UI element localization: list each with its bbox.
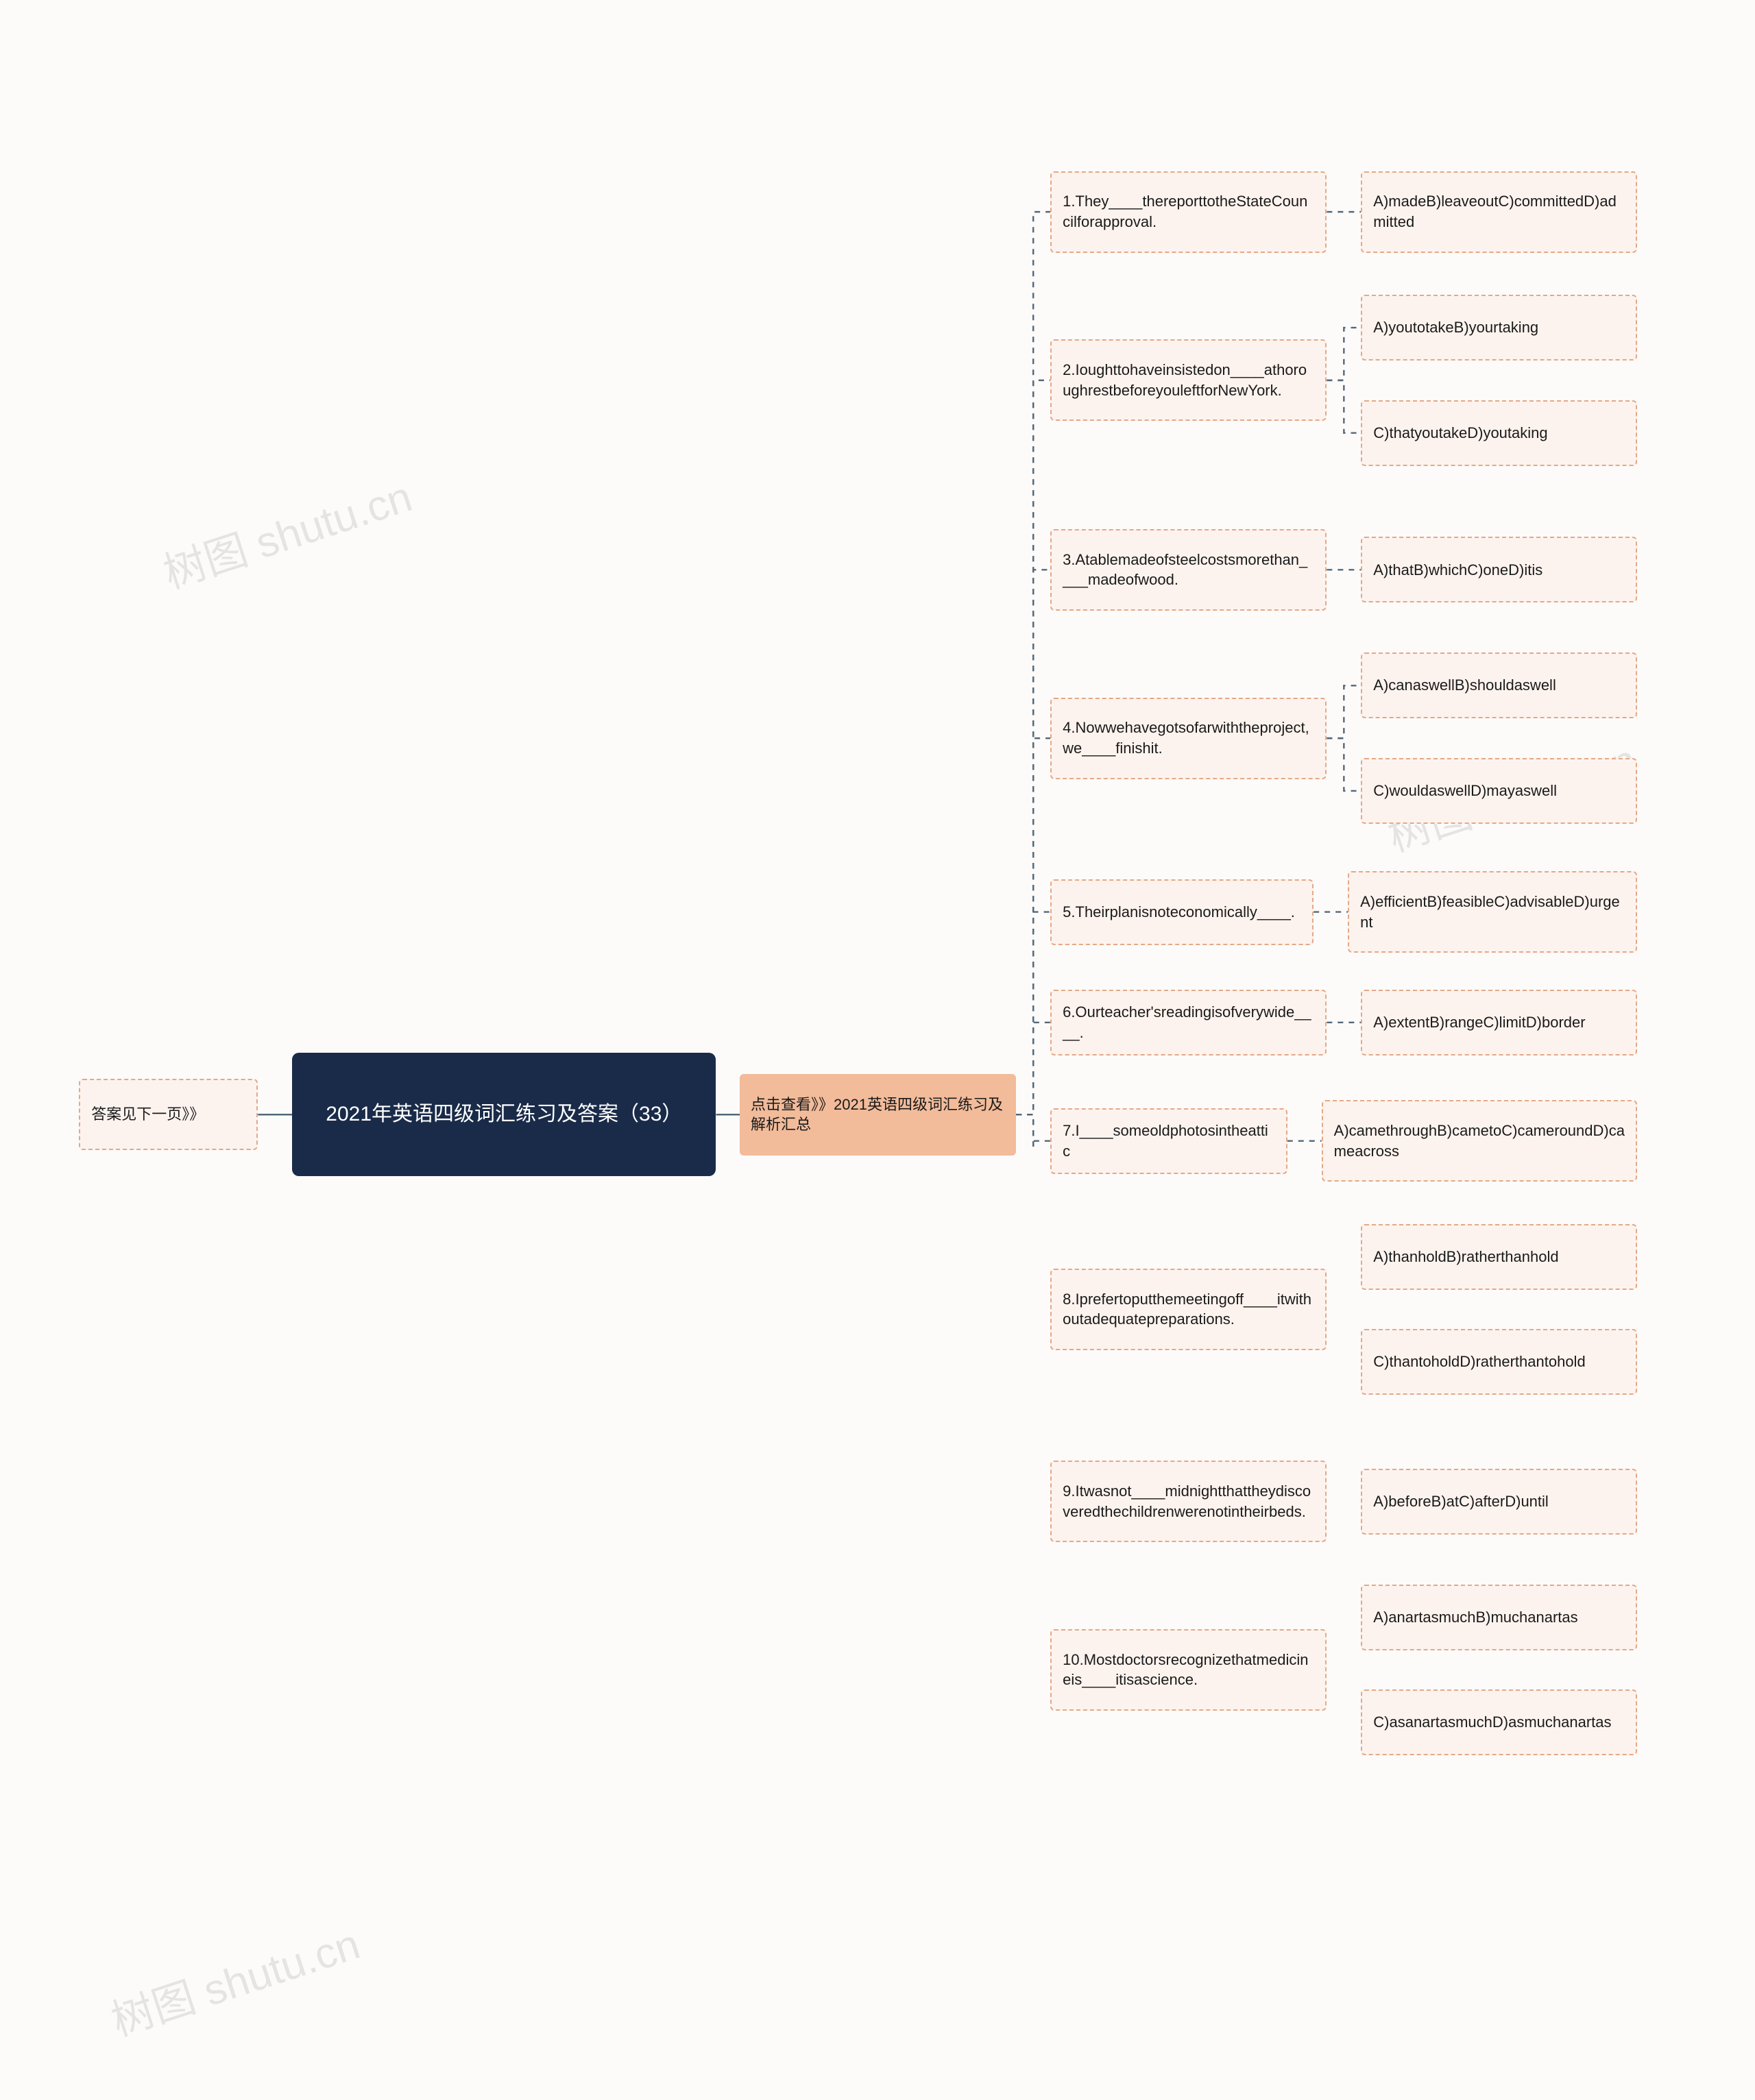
summary-link: 点击查看》》2021英语四级词汇练习及解析汇总 <box>740 1074 1016 1156</box>
question-1: 1.They____thereporttotheStateCouncilfora… <box>1050 171 1327 253</box>
answer-next-page-label: 答案见下一页》》 <box>91 1104 204 1125</box>
question-1-answer-1-label: A)madeB)leaveoutC)committedD)admitted <box>1373 191 1625 232</box>
summary-link-label: 点击查看》》2021英语四级词汇练习及解析汇总 <box>751 1095 1005 1135</box>
question-10-label: 10.Mostdoctorsrecognizethatmedicineis___… <box>1063 1650 1314 1690</box>
question-7-answer-1: A)camethroughB)cametoC)cameroundD)cameac… <box>1322 1100 1638 1182</box>
question-9-label: 9.Itwasnot____midnightthattheydiscovered… <box>1063 1481 1314 1522</box>
question-3-answer-1: A)thatB)whichC)oneD)itis <box>1361 537 1637 602</box>
question-5: 5.Theirplanisnoteconomically____. <box>1050 879 1314 945</box>
question-4-label: 4.Nowwehavegotsofarwiththeproject,we____… <box>1063 718 1314 758</box>
question-3: 3.Atablemadeofsteelcostsmorethan____made… <box>1050 529 1327 611</box>
question-5-answer-1: A)efficientB)feasibleC)advisableD)urgent <box>1348 871 1637 953</box>
question-1-label: 1.They____thereporttotheStateCouncilfora… <box>1063 191 1314 232</box>
question-6-answer-1-label: A)extentB)rangeC)limitD)border <box>1373 1012 1585 1033</box>
question-8-answer-1: A)thanholdB)ratherthanhold <box>1361 1224 1637 1290</box>
question-4-answer-1: A)canaswellB)shouldaswell <box>1361 652 1637 718</box>
question-8-answer-2: C)thantoholdD)ratherthantohold <box>1361 1329 1637 1395</box>
question-6: 6.Ourteacher'sreadingisofverywide____. <box>1050 990 1327 1055</box>
question-2-answer-1: A)youtotakeB)yourtaking <box>1361 295 1637 361</box>
question-3-answer-1-label: A)thatB)whichC)oneD)itis <box>1373 560 1542 581</box>
question-4: 4.Nowwehavegotsofarwiththeproject,we____… <box>1050 698 1327 779</box>
mindmap-stage: 树图 shutu.cn树图 shutu.cn树图 shutu.cn树图 shut… <box>0 0 1755 1147</box>
question-7: 7.I____someoldphotosintheattic <box>1050 1108 1287 1174</box>
question-10: 10.Mostdoctorsrecognizethatmedicineis___… <box>1050 1629 1327 1711</box>
question-7-label: 7.I____someoldphotosintheattic <box>1063 1121 1275 1161</box>
answer-next-page: 答案见下一页》》 <box>79 1079 258 1150</box>
question-4-answer-2-label: C)wouldaswellD)mayaswell <box>1373 781 1557 801</box>
question-4-answer-1-label: A)canaswellB)shouldaswell <box>1373 675 1556 696</box>
question-5-answer-1-label: A)efficientB)feasibleC)advisableD)urgent <box>1360 892 1625 932</box>
question-9-answer-1-label: A)beforeB)atC)afterD)until <box>1373 1491 1549 1512</box>
question-9-answer-1: A)beforeB)atC)afterD)until <box>1361 1469 1637 1535</box>
question-3-label: 3.Atablemadeofsteelcostsmorethan____made… <box>1063 550 1314 590</box>
question-10-answer-2: C)asanartasmuchD)asmuchanartas <box>1361 1689 1637 1755</box>
question-4-answer-2: C)wouldaswellD)mayaswell <box>1361 758 1637 824</box>
question-8: 8.Iprefertoputthemeetingoff____itwithout… <box>1050 1269 1327 1350</box>
question-7-answer-1-label: A)camethroughB)cametoC)cameroundD)cameac… <box>1334 1121 1625 1161</box>
question-10-answer-2-label: C)asanartasmuchD)asmuchanartas <box>1373 1712 1611 1733</box>
root-node-label: 2021年英语四级词汇练习及答案（33） <box>326 1101 682 1129</box>
question-2-answer-2: C)thatyoutakeD)youtaking <box>1361 400 1637 466</box>
question-2-label: 2.Ioughttohaveinsistedon____athoroughres… <box>1063 360 1314 400</box>
question-8-answer-1-label: A)thanholdB)ratherthanhold <box>1373 1247 1558 1267</box>
question-6-label: 6.Ourteacher'sreadingisofverywide____. <box>1063 1002 1314 1042</box>
question-10-answer-1-label: A)anartasmuchB)muchanartas <box>1373 1607 1577 1628</box>
question-9: 9.Itwasnot____midnightthattheydiscovered… <box>1050 1461 1327 1542</box>
question-10-answer-1: A)anartasmuchB)muchanartas <box>1361 1585 1637 1650</box>
root-node: 2021年英语四级词汇练习及答案（33） <box>292 1053 716 1176</box>
question-2-answer-1-label: A)youtotakeB)yourtaking <box>1373 317 1538 338</box>
watermark: 树图 shutu.cn <box>155 462 419 600</box>
question-8-label: 8.Iprefertoputthemeetingoff____itwithout… <box>1063 1289 1314 1330</box>
question-1-answer-1: A)madeB)leaveoutC)committedD)admitted <box>1361 171 1637 253</box>
question-5-label: 5.Theirplanisnoteconomically____. <box>1063 902 1295 923</box>
question-6-answer-1: A)extentB)rangeC)limitD)border <box>1361 990 1637 1055</box>
watermark: 树图 shutu.cn <box>102 1909 366 2048</box>
question-2-answer-2-label: C)thatyoutakeD)youtaking <box>1373 423 1547 443</box>
question-2: 2.Ioughttohaveinsistedon____athoroughres… <box>1050 339 1327 421</box>
question-8-answer-2-label: C)thantoholdD)ratherthantohold <box>1373 1352 1585 1372</box>
